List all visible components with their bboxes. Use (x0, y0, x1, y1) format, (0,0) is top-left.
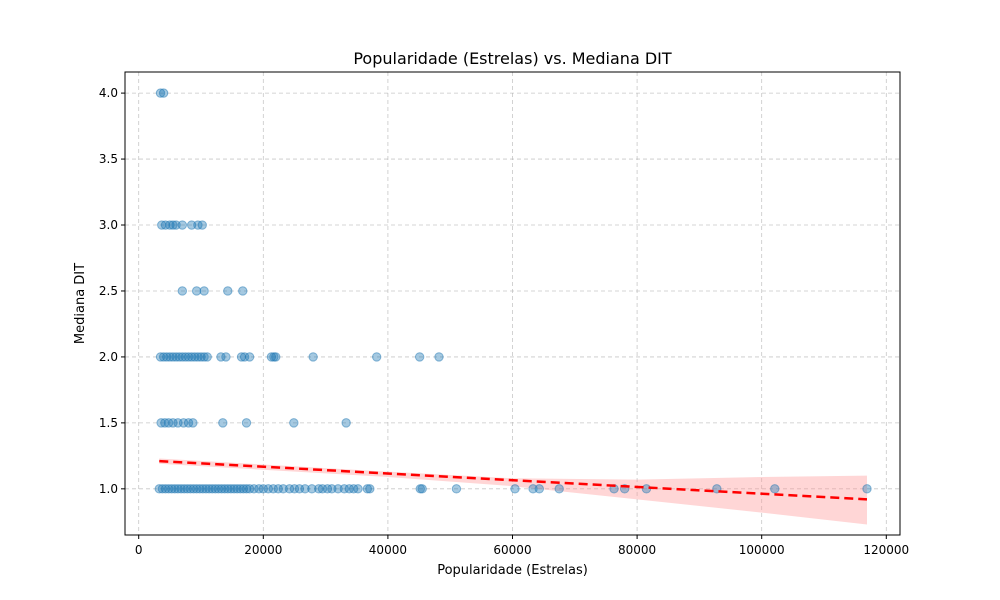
scatter-point (216, 352, 226, 362)
scatter-point (223, 286, 233, 296)
scatter-point (770, 484, 780, 494)
scatter-point (249, 484, 259, 494)
scatter-point (307, 484, 317, 494)
scatter-point (371, 352, 382, 362)
trend-line-layer (159, 459, 868, 501)
scatter-point (434, 352, 444, 362)
scatter-point (300, 484, 310, 494)
y-tick-label: 1.0 (99, 482, 118, 496)
scatter-point (244, 352, 255, 362)
x-tick-label: 60000 (493, 543, 531, 557)
scatter-point (199, 286, 209, 296)
scatter-point (362, 484, 373, 494)
scatter-point (365, 484, 375, 494)
scatter-point (284, 484, 295, 494)
scatter-point (273, 484, 283, 494)
scatter-point (263, 484, 273, 494)
x-tick-label: 80000 (618, 543, 656, 557)
scatter-point (188, 418, 198, 428)
y-tick-label: 2.5 (99, 284, 118, 298)
scatter-point (271, 352, 281, 362)
scatter-point (158, 88, 169, 98)
scatter-point (534, 484, 544, 494)
scatter-point (241, 418, 252, 428)
y-tick-label: 4.0 (99, 86, 118, 100)
scatter-point (339, 484, 349, 494)
x-axis-ticks: 0 20000 40000 60000 80000 100000 120000 (135, 535, 909, 557)
scatter-point (353, 484, 363, 494)
points-layer (154, 88, 872, 494)
x-tick-label: 20000 (244, 543, 282, 557)
scatter-point (289, 418, 299, 428)
scatter-point (177, 286, 188, 296)
scatter-point (268, 484, 278, 494)
scatter-point (414, 352, 425, 362)
scatter-point (317, 484, 328, 494)
scatter-point (451, 484, 462, 494)
x-tick-label: 100000 (739, 543, 785, 557)
x-tick-label: 0 (135, 543, 143, 557)
scatter-point (341, 418, 351, 428)
scatter-point (308, 352, 318, 362)
y-tick-label: 3.0 (99, 218, 118, 232)
scatter-point (221, 352, 231, 362)
scatter-point (241, 484, 252, 494)
scatter-point (554, 484, 564, 494)
x-tick-label: 40000 (369, 543, 407, 557)
trend-line (159, 459, 868, 501)
y-tick-label: 1.5 (99, 416, 118, 430)
y-axis-label: Mediana DIT (73, 263, 88, 344)
chart-title: Popularidade (Estrelas) vs. Mediana DIT (353, 49, 672, 68)
scatter-point (289, 484, 300, 494)
scatter-point (202, 352, 212, 362)
scatter-point (218, 418, 228, 428)
scatter-point (191, 286, 202, 296)
scatter-point (510, 484, 520, 494)
y-tick-label: 2.0 (99, 350, 118, 364)
scatter-point (168, 418, 178, 428)
scatter-point (197, 220, 207, 230)
scatter-point (178, 418, 189, 428)
scatter-point (177, 220, 188, 230)
scatter-point (862, 484, 872, 494)
scatter-point (258, 484, 269, 494)
scatter-point (239, 352, 250, 362)
y-tick-label: 3.5 (99, 152, 118, 166)
y-axis-ticks: 1.0 1.5 2.0 2.5 3.0 3.5 4.0 (99, 86, 125, 496)
x-tick-label: 120000 (863, 543, 909, 557)
x-axis-label: Popularidade (Estrelas) (437, 563, 588, 578)
grid-layer (125, 72, 900, 535)
scatter-point (417, 484, 427, 494)
scatter-point (199, 352, 209, 362)
scatter-point (155, 88, 166, 98)
scatter-point (238, 286, 248, 296)
scatter-point (168, 220, 178, 230)
